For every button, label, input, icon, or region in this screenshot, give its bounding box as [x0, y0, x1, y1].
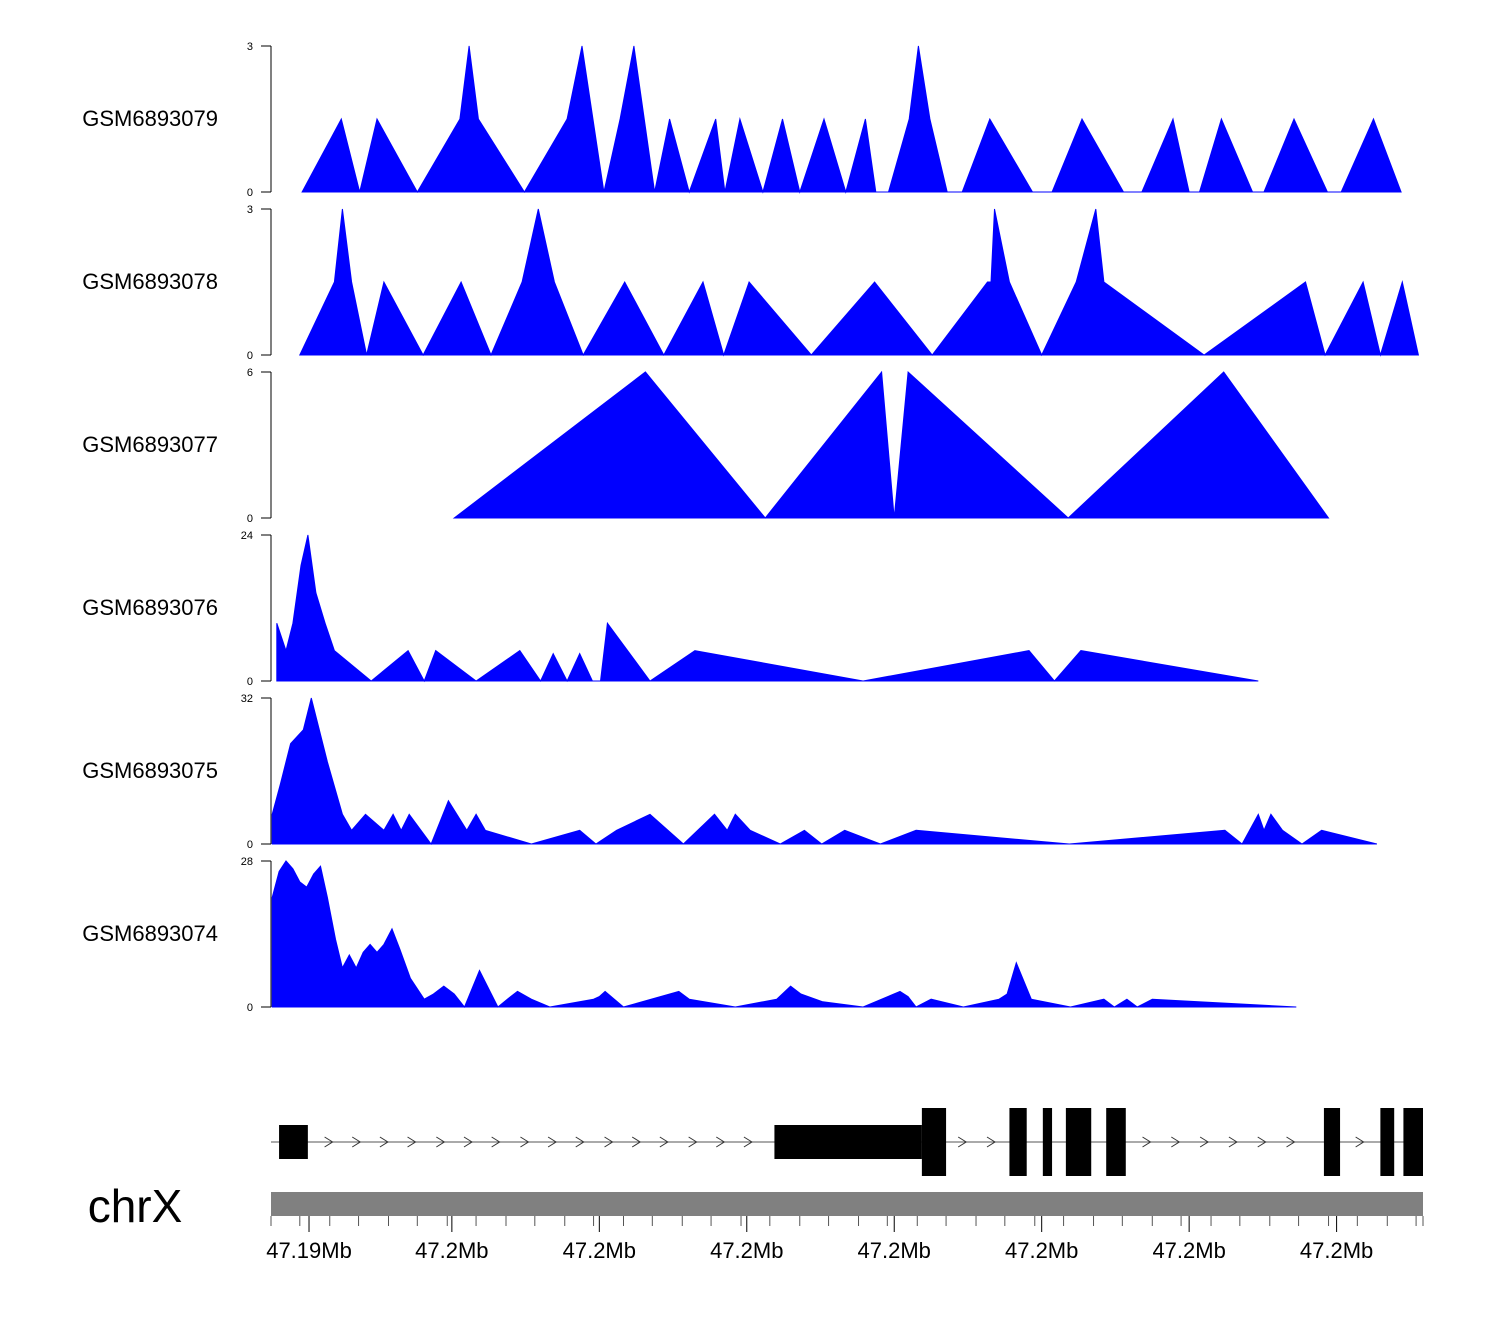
exon-cds: [1323, 1108, 1341, 1176]
track-GSM6893078: GSM6893078 3 0: [82, 204, 1420, 362]
track-label: GSM6893076: [82, 595, 218, 620]
coverage-area: [452, 370, 1330, 519]
exon-cds: [1065, 1108, 1092, 1176]
y-tick-label-min: 0: [247, 187, 253, 199]
exon-cds: [1380, 1108, 1395, 1176]
strand-arrow: [463, 1136, 473, 1148]
exon-utr: [279, 1125, 308, 1159]
strand-arrow: [575, 1136, 585, 1148]
coverage-area: [271, 697, 1378, 846]
strand-arrow: [491, 1136, 501, 1148]
y-tick-label-max: 6: [247, 367, 253, 379]
strand-arrow: [688, 1136, 698, 1148]
y-tick-label-max: 24: [241, 530, 253, 542]
coverage-area: [299, 208, 1420, 357]
axis-tick-label: 47.2Mb: [1152, 1238, 1225, 1263]
coverage-area: [276, 534, 1259, 683]
axis-tick-label: 47.2Mb: [1005, 1238, 1078, 1263]
strand-arrow: [986, 1136, 996, 1148]
y-tick-label-max: 3: [247, 41, 253, 53]
exon-cds: [1042, 1108, 1053, 1176]
strand-arrow: [716, 1136, 726, 1148]
exon-utr: [774, 1125, 922, 1159]
strand-arrow: [324, 1136, 334, 1148]
y-tick-label-max: 3: [247, 204, 253, 216]
strand-arrow: [1257, 1136, 1267, 1148]
strand-arrow: [1171, 1136, 1181, 1148]
strand-arrow: [957, 1136, 968, 1148]
axis-tick-label: 47.2Mb: [415, 1238, 488, 1263]
gene-model-track: [271, 1108, 1423, 1176]
strand-arrow: [379, 1136, 389, 1148]
genomic-axis: 47.19Mb 47.2Mb 47.2Mb 47.2Mb 47.2Mb 47.2Mb 47.…: [266, 1216, 1424, 1263]
track-label: GSM6893079: [82, 106, 218, 131]
y-tick-label-min: 0: [247, 1002, 253, 1014]
exon-cds: [921, 1108, 947, 1176]
track-GSM6893074: GSM6893074 28 0: [82, 856, 1297, 1014]
chromosome-label: chrX: [88, 1180, 183, 1232]
strand-arrow: [1142, 1136, 1152, 1148]
axis-tick-label: 47.2Mb: [858, 1238, 931, 1263]
axis-tick-label: 47.2Mb: [1300, 1238, 1373, 1263]
track-GSM6893076: GSM6893076 24 0: [82, 530, 1259, 688]
strand-arrow: [351, 1136, 362, 1148]
strand-arrow: [407, 1136, 417, 1148]
y-tick-label-min: 0: [247, 676, 253, 688]
chromosome-bar: [271, 1192, 1423, 1216]
ideogram-track: chrX: [88, 1180, 1423, 1232]
strand-arrow: [547, 1136, 558, 1148]
exon-cds: [1403, 1108, 1423, 1176]
exon-cds: [1009, 1108, 1027, 1176]
axis-tick-label: 47.19Mb: [266, 1238, 352, 1263]
strand-arrow: [436, 1136, 446, 1148]
y-tick-label-max: 28: [241, 856, 253, 868]
track-GSM6893075: GSM6893075 32 0: [82, 693, 1378, 851]
strand-arrow: [604, 1136, 614, 1148]
coverage-area: [271, 860, 1297, 1008]
strand-arrow: [1286, 1136, 1296, 1148]
axis-tick-label: 47.2Mb: [710, 1238, 783, 1263]
strand-arrow: [520, 1136, 530, 1148]
strand-arrow: [1199, 1136, 1210, 1148]
data-tracks: GSM689307930GSM689307830GSM689307760GSM6…: [82, 41, 1420, 1014]
strand-arrow: [631, 1136, 642, 1148]
track-label: GSM6893074: [82, 921, 218, 946]
track-GSM6893079: GSM6893079 3 0: [82, 41, 1402, 199]
strand-arrow: [1228, 1136, 1238, 1148]
exon-cds: [1106, 1108, 1126, 1176]
strand-arrow: [743, 1136, 753, 1148]
y-tick-label-min: 0: [247, 350, 253, 362]
track-label: GSM6893078: [82, 269, 218, 294]
track-label: GSM6893077: [82, 432, 218, 457]
y-tick-label-max: 32: [241, 693, 253, 705]
strand-arrow: [1355, 1136, 1365, 1148]
y-tick-label-min: 0: [247, 513, 253, 525]
coverage-area: [301, 45, 1402, 194]
strand-arrow: [659, 1136, 669, 1148]
y-tick-label-min: 0: [247, 839, 253, 851]
track-label: GSM6893075: [82, 758, 218, 783]
axis-tick-label: 47.2Mb: [563, 1238, 636, 1263]
track-GSM6893077: GSM6893077 6 0: [82, 367, 1330, 525]
